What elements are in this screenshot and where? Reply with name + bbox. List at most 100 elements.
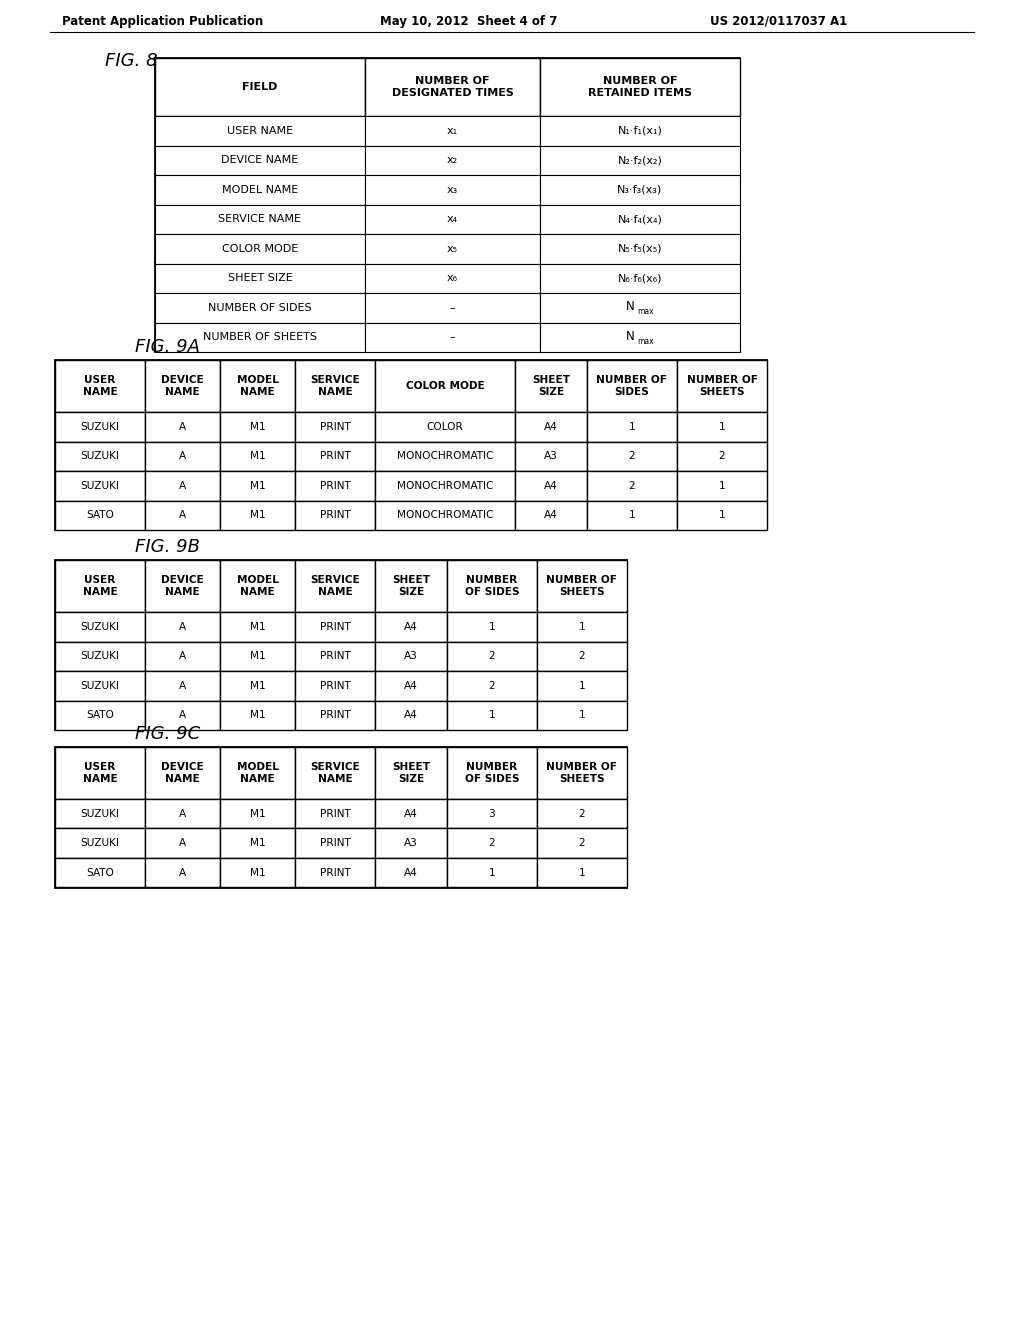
Bar [145,471,220,500]
Bar [145,858,220,887]
Bar [295,747,375,799]
Text: –: – [450,333,456,342]
Bar [295,829,375,858]
Text: 2: 2 [488,651,496,661]
Bar [145,441,220,471]
Text: DEVICE
NAME: DEVICE NAME [161,375,204,397]
Text: N₅·f₅(x₅): N₅·f₅(x₅) [617,244,663,253]
Bar [365,234,540,264]
Bar [155,264,365,293]
Bar [295,799,375,829]
Text: PRINT: PRINT [319,867,350,878]
Bar [220,471,295,500]
Bar [155,322,365,352]
Text: A4: A4 [544,422,558,432]
Text: N: N [627,330,635,343]
Text: N₃·f₃(x₃): N₃·f₃(x₃) [617,185,663,195]
Text: FIG. 9B: FIG. 9B [135,539,200,556]
Bar [55,360,767,531]
Bar [587,412,677,441]
Bar [375,360,515,412]
Bar [365,322,540,352]
Bar [155,58,365,116]
Bar [540,116,740,145]
Text: COLOR MODE: COLOR MODE [406,381,484,391]
Bar [365,205,540,234]
Text: NUMBER OF
SIDES: NUMBER OF SIDES [597,375,668,397]
Bar [145,747,220,799]
Text: FIELD: FIELD [243,82,278,92]
Bar [540,264,740,293]
Text: SATO: SATO [86,511,114,520]
Text: May 10, 2012  Sheet 4 of 7: May 10, 2012 Sheet 4 of 7 [380,15,557,28]
Bar [375,829,447,858]
Text: DEVICE
NAME: DEVICE NAME [161,762,204,784]
Bar [55,560,627,730]
Text: PRINT: PRINT [319,480,350,491]
Bar [55,747,145,799]
Bar [375,701,447,730]
Text: 2: 2 [579,809,586,818]
Text: A: A [179,867,186,878]
Text: US 2012/0117037 A1: US 2012/0117037 A1 [710,15,847,28]
Bar [55,701,145,730]
Bar [220,747,295,799]
Bar [540,58,740,116]
Bar [155,145,365,176]
Text: FIG. 9A: FIG. 9A [135,338,200,356]
Text: M1: M1 [250,511,265,520]
Bar [220,560,295,612]
Bar [155,234,365,264]
Text: NUMBER OF
SHEETS: NUMBER OF SHEETS [686,375,758,397]
Text: PRINT: PRINT [319,809,350,818]
Text: PRINT: PRINT [319,511,350,520]
Text: 2: 2 [579,651,586,661]
Text: SHEET SIZE: SHEET SIZE [227,273,293,284]
Text: PRINT: PRINT [319,451,350,461]
Bar [447,701,537,730]
Text: A: A [179,480,186,491]
Text: M1: M1 [250,422,265,432]
Bar [677,471,767,500]
Bar [220,612,295,642]
Bar [540,176,740,205]
Bar [537,560,627,612]
Text: 1: 1 [719,480,725,491]
Bar [155,205,365,234]
Bar [447,671,537,701]
Text: 1: 1 [488,710,496,721]
Text: x₆: x₆ [447,273,458,284]
Text: COLOR MODE: COLOR MODE [222,244,298,253]
Text: x₂: x₂ [446,156,458,165]
Bar [145,360,220,412]
Bar [145,671,220,701]
Bar [145,412,220,441]
Text: SUZUKI: SUZUKI [81,838,120,849]
Text: PRINT: PRINT [319,651,350,661]
Text: x₃: x₃ [446,185,458,195]
Bar [220,412,295,441]
Bar [375,560,447,612]
Text: SERVICE
NAME: SERVICE NAME [310,576,359,597]
Bar [55,412,145,441]
Bar [145,642,220,671]
Text: SHEET
SIZE: SHEET SIZE [532,375,570,397]
Text: 1: 1 [579,867,586,878]
Bar [145,829,220,858]
Text: NUMBER OF SIDES: NUMBER OF SIDES [208,302,312,313]
Bar [447,612,537,642]
Bar [375,642,447,671]
Text: M1: M1 [250,710,265,721]
Text: max: max [637,308,653,317]
Text: M1: M1 [250,480,265,491]
Bar [447,642,537,671]
Bar [220,360,295,412]
Text: 2: 2 [488,681,496,690]
Bar [375,799,447,829]
Bar [145,500,220,531]
Bar [375,412,515,441]
Text: 1: 1 [629,422,635,432]
Bar [295,671,375,701]
Bar [365,293,540,322]
Text: A: A [179,681,186,690]
